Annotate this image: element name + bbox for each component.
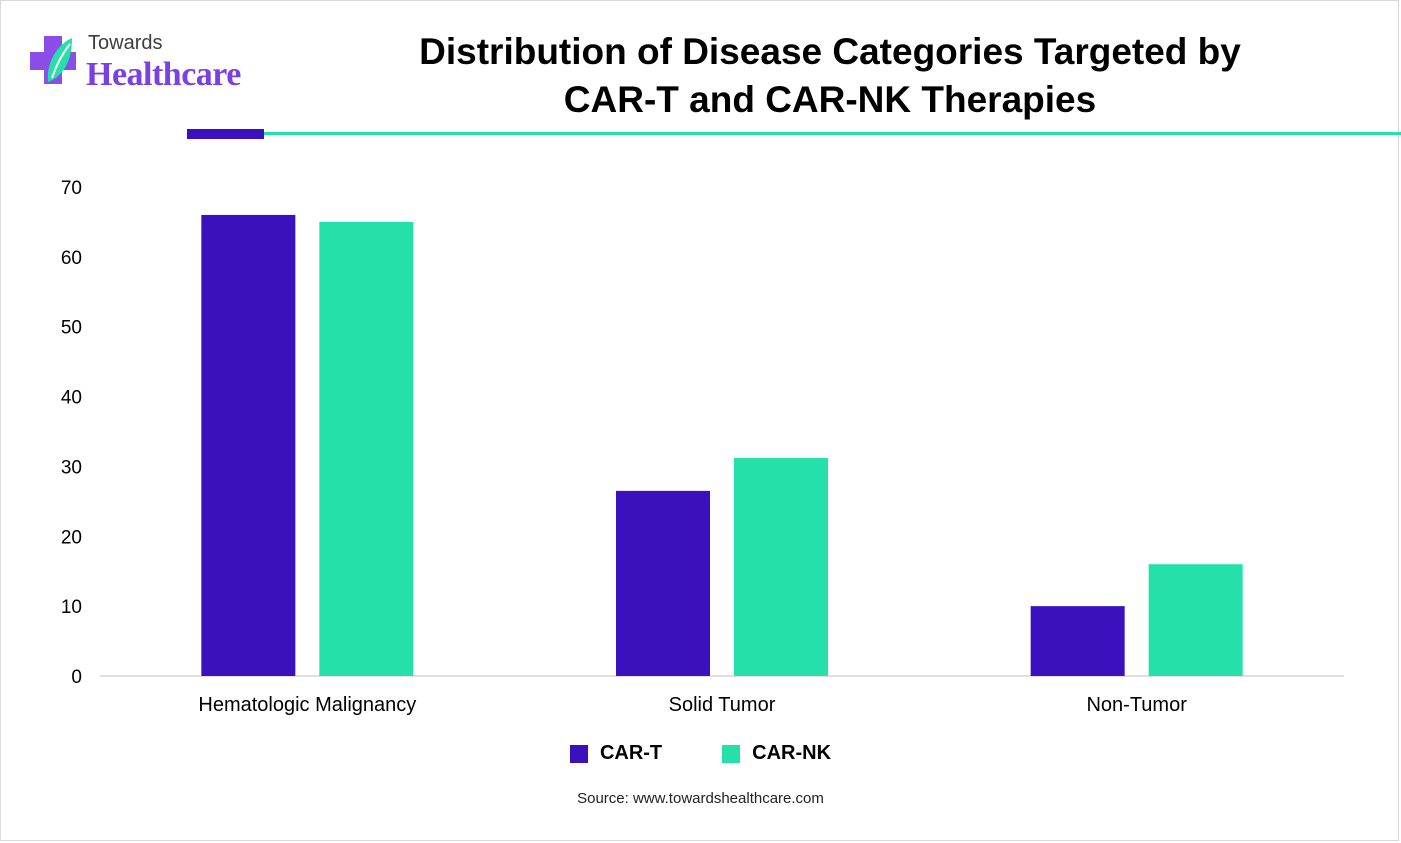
brand-name-bottom: Healthcare: [86, 56, 241, 93]
legend-swatch-car-nk: [722, 744, 741, 763]
x-tick-label: Non-Tumor: [1086, 694, 1187, 716]
brand-logo: Towards Healthcare: [26, 30, 266, 100]
bar-car-t: [1030, 606, 1125, 676]
y-tick-label: 40: [61, 388, 82, 409]
legend-swatch-car-t: [569, 744, 588, 763]
title-rule-accent: [187, 129, 264, 139]
legend-label-car-nk: CAR-NK: [752, 742, 832, 764]
y-tick-label: 60: [61, 248, 82, 269]
bar-car-nk: [319, 221, 414, 676]
cross-leaf-icon: [30, 36, 76, 84]
bar-car-t: [201, 214, 296, 676]
x-tick-label: Hematologic Malignancy: [198, 694, 416, 716]
bar-car-t: [616, 490, 710, 676]
y-tick-label: 10: [61, 597, 82, 618]
brand-name-top: Towards: [88, 32, 163, 54]
y-tick-label: 70: [61, 178, 82, 199]
legend-item-car-nk: CAR-NK: [722, 742, 831, 765]
chart-title-line1: Distribution of Disease Categories Targe…: [419, 31, 1241, 72]
bar-chart: 0 10 20 30 40 50 60 70 Hematologic Malignancy Sol…: [61, 178, 1344, 716]
y-tick-label: 20: [61, 527, 82, 548]
source-note: Source: www.towardshealthcare.com: [577, 790, 824, 807]
chart-title: Distribution of Disease Categories Targe…: [330, 28, 1330, 124]
legend-item-car-t: CAR-T: [569, 742, 663, 765]
legend: CAR-T CAR-NK: [0, 742, 1401, 765]
title-rule-line: [264, 132, 1401, 135]
legend-label-car-t: CAR-T: [599, 742, 663, 764]
y-tick-label: 30: [61, 457, 82, 478]
x-tick-label: Solid Tumor: [669, 694, 776, 716]
chart-title-line2: CAR-T and CAR-NK Therapies: [563, 79, 1097, 120]
bar-car-nk: [1148, 564, 1243, 676]
y-tick-label: 50: [61, 318, 82, 339]
y-tick-label: 0: [71, 667, 82, 688]
bar-car-nk: [734, 458, 828, 676]
